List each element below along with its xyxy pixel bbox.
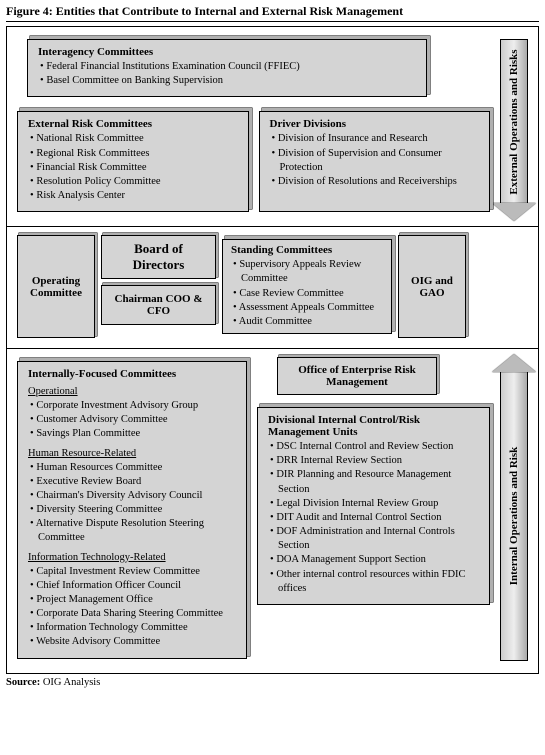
list-item: DIR Planning and Resource Management Sec… [270,468,479,496]
list-item: Division of Insurance and Research [272,132,480,146]
box-external-risk-title: External Risk Committees [28,118,238,130]
box-divisional: Divisional Internal Control/Risk Managem… [257,407,490,605]
list-item: Assessment Appeals Committee [233,301,383,315]
list-item: Human Resources Committee [30,461,236,475]
list-item: Corporate Data Sharing Steering Committe… [30,607,236,621]
list-item: Website Advisory Committee [30,635,236,649]
box-internal-committees: Internally-Focused Committees Operationa… [17,361,247,659]
list-item: Risk Analysis Center [30,189,238,203]
list-item: DSC Internal Control and Review Section [270,440,479,454]
list-item: Regional Risk Committees [30,147,238,161]
source-text: OIG Analysis [43,677,100,688]
list-item: Customer Advisory Committee [30,413,236,427]
box-external-risk-list: National Risk CommitteeRegional Risk Com… [28,132,238,203]
box-standing: Standing Committees Supervisory Appeals … [222,239,392,334]
internal-groups: Operational Corporate Investment Advisory… [28,386,236,650]
box-divisional-title: Divisional Internal Control/Risk Managem… [268,414,479,438]
list-item: Legal Division Internal Review Group [270,497,479,511]
box-driver: Driver Divisions Division of Insurance a… [259,111,491,212]
list-item: Information Technology Committee [30,621,236,635]
list-item: Chairman's Diversity Advisory Council [30,489,236,503]
list-item: Audit Committee [233,315,383,329]
list-item: Other internal control resources within … [270,568,479,596]
box-standing-list: Supervisory Appeals Review CommitteeCase… [231,258,383,329]
list-item: Diversity Steering Committee [30,503,236,517]
list-item: DIT Audit and Internal Control Section [270,511,479,525]
box-office-erm: Office of Enterprise Risk Management [277,357,437,395]
box-interagency-title: Interagency Committees [38,46,416,58]
group-heading: Information Technology-Related [28,552,236,563]
list-item: Basel Committee on Banking Supervision [40,74,416,88]
box-driver-list: Division of Insurance and ResearchDivisi… [270,132,480,189]
box-chairman: Chairman COO & CFO [101,285,216,325]
diagram-frame: External Operations and Risks Interagenc… [6,26,539,674]
section-external: External Operations and Risks Interagenc… [7,27,538,227]
section-governance: Operating Committee Board of Directors C… [7,227,538,349]
group-list: Human Resources CommitteeExecutive Revie… [28,461,236,546]
list-item: Capital Investment Review Committee [30,565,236,579]
box-interagency: Interagency Committees Federal Financial… [27,39,427,97]
arrow-internal-label: Internal Operations and Risk [508,447,520,585]
box-board: Board of Directors [101,235,216,279]
list-item: Savings Plan Committee [30,427,236,441]
list-item: Corporate Investment Advisory Group [30,399,236,413]
list-item: Alternative Dispute Resolution Steering … [30,517,236,545]
list-item: DOA Management Support Section [270,553,479,567]
list-item: Chief Information Officer Council [30,579,236,593]
group-list: Corporate Investment Advisory GroupCusto… [28,399,236,442]
list-item: Financial Risk Committee [30,161,238,175]
list-item: Project Management Office [30,593,236,607]
box-driver-title: Driver Divisions [270,118,480,130]
group-heading: Operational [28,386,236,397]
arrow-external: External Operations and Risks [500,39,528,204]
box-internal-title: Internally-Focused Committees [28,368,236,380]
section-internal: Internal Operations and Risk Internally-… [7,349,538,673]
group-heading: Human Resource-Related [28,448,236,459]
list-item: Case Review Committee [233,287,383,301]
source-line: Source: OIG Analysis [6,677,539,688]
list-item: Division of Supervision and Consumer Pro… [272,147,480,175]
source-label: Source: [6,677,40,688]
box-external-risk: External Risk Committees National Risk C… [17,111,249,212]
list-item: DRR Internal Review Section [270,454,479,468]
box-standing-title: Standing Committees [231,244,383,256]
group-list: Capital Investment Review CommitteeChief… [28,565,236,650]
list-item: Division of Resolutions and Receivership… [272,175,480,189]
box-operating: Operating Committee [17,235,95,338]
arrow-internal: Internal Operations and Risk [500,371,528,661]
list-item: Resolution Policy Committee [30,175,238,189]
figure-title: Figure 4: Entities that Contribute to In… [6,4,539,22]
box-oig-gao: OIG and GAO [398,235,466,338]
list-item: National Risk Committee [30,132,238,146]
box-divisional-list: DSC Internal Control and Review SectionD… [268,440,479,596]
box-interagency-list: Federal Financial Institutions Examinati… [38,60,416,88]
list-item: Executive Review Board [30,475,236,489]
list-item: Federal Financial Institutions Examinati… [40,60,416,74]
arrow-external-label: External Operations and Risks [508,49,520,194]
list-item: Supervisory Appeals Review Committee [233,258,383,286]
list-item: DOF Administration and Internal Controls… [270,525,479,553]
